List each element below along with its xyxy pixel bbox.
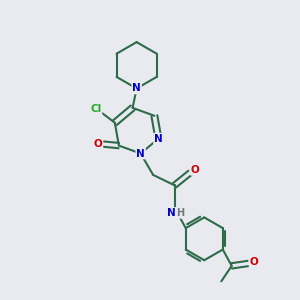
Text: O: O [191, 165, 200, 175]
Text: H: H [176, 208, 184, 218]
Text: Cl: Cl [90, 104, 101, 114]
Text: N: N [154, 134, 163, 144]
Text: N: N [132, 83, 141, 94]
Text: O: O [94, 139, 102, 149]
Text: N: N [167, 208, 175, 218]
Text: N: N [136, 148, 145, 158]
Text: O: O [250, 257, 258, 267]
